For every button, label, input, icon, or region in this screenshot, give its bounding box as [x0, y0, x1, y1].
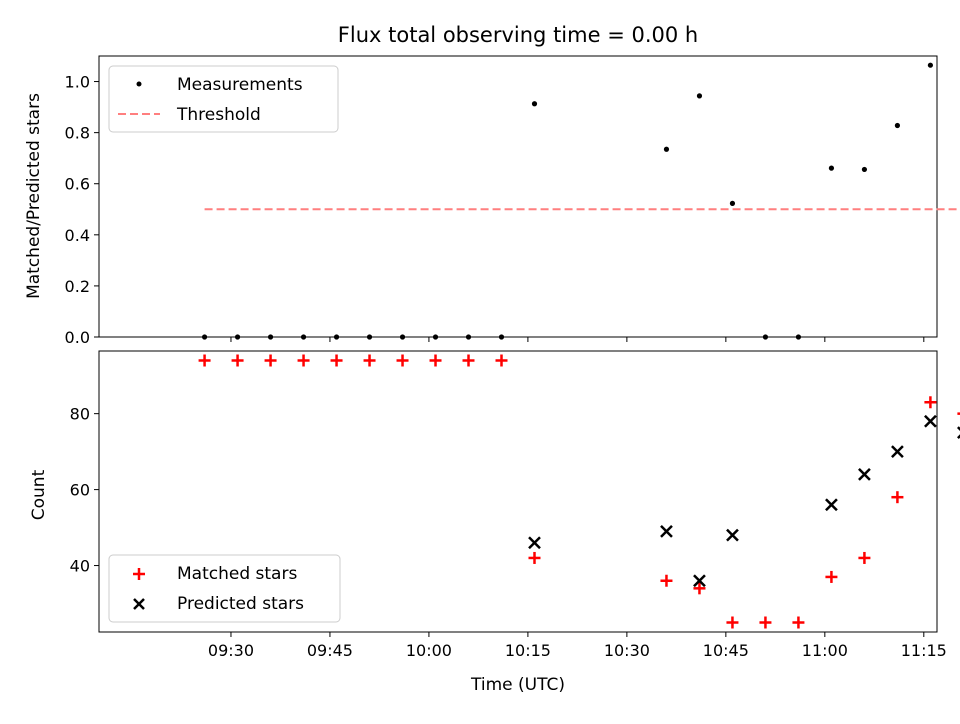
matched-stars-point: [759, 616, 772, 629]
ratio-y-tick-label: 0.0: [65, 328, 90, 347]
matched-stars-point: [198, 354, 211, 367]
legend-threshold-label: Threshold: [176, 105, 261, 125]
ratio-plot-area: [98, 55, 938, 338]
measurement-point: [366, 334, 373, 340]
matched-stars-point: [264, 354, 277, 367]
matched-stars-point: [792, 616, 805, 629]
ratio-y-tick-label: 0.2: [65, 277, 90, 296]
x-tick-label: 10:30: [604, 641, 650, 660]
measurement-point: [465, 334, 472, 340]
predicted-stars-point: [924, 414, 937, 428]
measurement-point: [201, 334, 208, 340]
measurement-point: [531, 101, 538, 107]
matched-stars-point: [957, 412, 960, 415]
predicted-stars-point: [825, 498, 838, 512]
legend-measurements-label: Measurements: [177, 75, 303, 95]
legend-measurements-marker: [136, 81, 142, 87]
measurement-point: [498, 334, 505, 340]
matched-stars-point: [858, 551, 871, 564]
count-plot-area: [98, 350, 938, 633]
matched-stars-point: [231, 354, 244, 367]
predicted-stars-point: [528, 536, 541, 550]
measurement-point: [267, 334, 274, 340]
x-axis-label: Time (UTC): [470, 675, 565, 695]
matched-stars-point: [363, 354, 376, 367]
x-tick-label: 10:45: [703, 641, 749, 660]
matched-stars-point: [330, 354, 343, 367]
count-legend-box: [108, 554, 341, 623]
measurement-point: [927, 62, 934, 68]
matched-stars-point: [660, 574, 673, 587]
legend-predicted-label: Predicted stars: [177, 594, 304, 614]
predicted-stars-point: [891, 445, 904, 459]
predicted-stars-point: [660, 524, 673, 538]
ratio-y-tick-label: 0.4: [65, 226, 90, 245]
x-tick-label: 10:00: [406, 641, 452, 660]
matched-stars-point: [825, 570, 838, 583]
ratio-y-tick-label: 0.8: [65, 124, 90, 143]
ratio-y-axis-label: Matched/Predicted stars: [24, 93, 44, 299]
measurement-point: [729, 200, 736, 206]
ratio-y-tick-label: 1.0: [65, 73, 90, 92]
matched-stars-point: [891, 491, 904, 504]
measurement-point: [828, 165, 835, 171]
measurement-point: [234, 334, 241, 340]
count-y-tick-label: 40: [70, 557, 90, 576]
legend-matched-label: Matched stars: [177, 564, 297, 584]
count-legend: Matched stars Predicted stars: [108, 554, 341, 623]
count-panel: 09:30 09:45 10:00 10:15 10:30 10:45 11:00 11:15…: [29, 350, 960, 695]
count-y-axis-label: Count: [29, 469, 49, 520]
predicted-stars-point: [858, 468, 871, 481]
ratio-y-tick-label: 0.6: [65, 175, 90, 194]
matched-stars-point: [297, 354, 310, 367]
x-tick-label: 10:15: [505, 641, 551, 660]
measurement-point: [399, 334, 406, 340]
matched-stars-point: [726, 616, 739, 629]
count-y-tick-label: 80: [70, 405, 90, 424]
x-tick-label: 09:30: [208, 641, 254, 660]
measurement-point: [762, 334, 769, 340]
predicted-stars-point: [726, 528, 739, 542]
matched-stars-point: [528, 551, 541, 564]
ratio-legend: Measurements Threshold: [108, 65, 339, 133]
legend-predicted-marker: [133, 598, 145, 610]
measurement-point: [300, 334, 307, 340]
matched-stars-point: [693, 582, 706, 595]
measurement-point: [432, 334, 439, 340]
x-tick-label: 11:00: [802, 641, 848, 660]
matched-stars-point: [495, 354, 508, 367]
measurement-point: [795, 334, 802, 340]
measurement-point: [333, 334, 340, 340]
ratio-legend-box: [108, 65, 339, 133]
matched-stars-point: [429, 354, 442, 367]
count-y-tick-label: 60: [70, 481, 90, 500]
matched-stars-point: [396, 354, 409, 367]
predicted-stars-point: [693, 574, 706, 588]
matched-stars-point: [462, 354, 475, 367]
measurement-point: [861, 166, 868, 173]
measurement-point: [894, 122, 901, 129]
chart-title: Flux total observing time = 0.00 h: [338, 23, 698, 47]
matched-stars-point: [924, 396, 937, 409]
ratio-panel: 0.0 0.2 0.4 0.6 0.8 1.0 Matched/Predicted sta…: [24, 55, 960, 347]
measurement-point: [696, 93, 703, 99]
x-tick-label: 09:45: [307, 641, 353, 660]
measurement-point: [663, 146, 670, 152]
legend-matched-marker: [133, 568, 145, 580]
x-tick-label: 11:15: [901, 641, 947, 660]
